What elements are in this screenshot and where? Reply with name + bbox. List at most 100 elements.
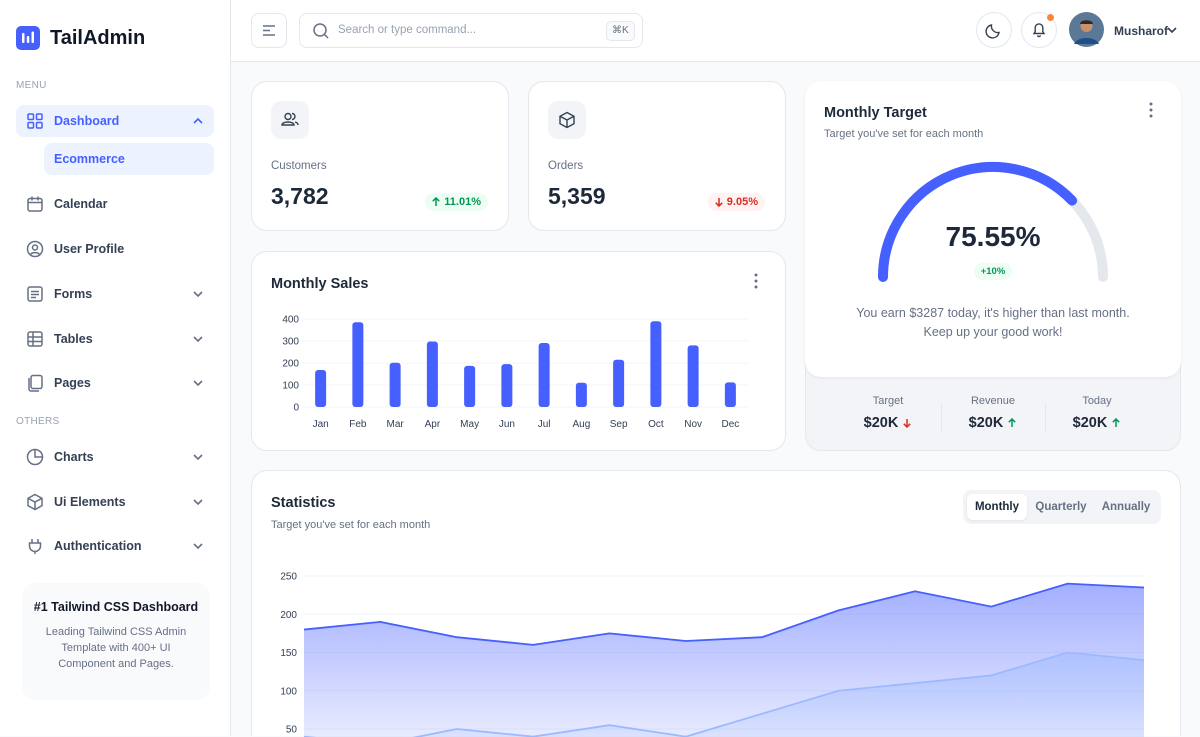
- bar: [315, 370, 326, 407]
- x-tick-label: Sep: [610, 419, 628, 430]
- target-message: Keep up your good work!: [805, 325, 1181, 339]
- statistics-card: Statistics Target you've set for each mo…: [251, 470, 1181, 736]
- y-tick-label: 300: [282, 337, 299, 348]
- brand-name: TailAdmin: [50, 27, 145, 50]
- nav-label: Dashboard: [54, 114, 119, 128]
- nav-item[interactable]: Dashboard: [16, 105, 214, 137]
- search-placeholder: Search or type command...: [338, 24, 476, 36]
- promo-box: #1 Tailwind CSS Dashboard Leading Tailwi…: [22, 583, 210, 700]
- metric-value: 5,359: [548, 183, 606, 210]
- x-tick-label: Apr: [425, 419, 441, 430]
- nav-label: User Profile: [54, 242, 124, 256]
- stat-trend-arrow: [1111, 418, 1121, 428]
- nav-label: Authentication: [54, 539, 142, 553]
- x-tick-label: Oct: [648, 419, 664, 430]
- search-box[interactable]: Search or type command... ⌘K: [299, 13, 643, 48]
- theme-toggle[interactable]: [976, 12, 1012, 48]
- bar: [688, 345, 699, 407]
- metric-change: 11.01%: [425, 193, 488, 211]
- bar: [576, 383, 587, 407]
- menu-button[interactable]: [251, 13, 287, 48]
- nav-label: Forms: [54, 287, 92, 301]
- nav-item[interactable]: Charts: [16, 441, 214, 473]
- y-tick-label: 400: [282, 315, 299, 326]
- subnav-item[interactable]: Ecommerce: [44, 143, 214, 175]
- stat-trend-arrow: [1007, 418, 1017, 428]
- stat-trend-arrow: [902, 418, 912, 428]
- divider: [1045, 404, 1046, 432]
- x-tick-label: May: [460, 419, 479, 430]
- nav-label: Ecommerce: [54, 152, 125, 166]
- x-tick-label: Aug: [572, 419, 590, 430]
- bar: [464, 366, 475, 407]
- metric-icon: [548, 101, 586, 139]
- section-label: OTHERS: [16, 416, 59, 427]
- metric-label: Customers: [271, 160, 327, 172]
- nav-label: Ui Elements: [54, 495, 126, 509]
- section-label: MENU: [16, 80, 47, 91]
- target-panel: Monthly Target Target you've set for eac…: [805, 81, 1181, 377]
- stat-value: $20K: [864, 415, 899, 431]
- nav-item[interactable]: Forms: [16, 278, 214, 310]
- nav-item[interactable]: Calendar: [16, 188, 214, 220]
- sidebar: TailAdmin MENU Dashboard Ecommerce Calen…: [0, 0, 231, 736]
- y-tick-label: 250: [280, 572, 297, 583]
- metric-change-text: 11.01%: [444, 196, 481, 208]
- x-tick-label: Feb: [349, 419, 367, 430]
- nav-label: Calendar: [54, 197, 108, 211]
- stat-value-row: $20K: [838, 415, 938, 431]
- x-tick-label: Jul: [538, 419, 551, 430]
- stat-value: $20K: [1073, 415, 1108, 431]
- metric-label: Orders: [548, 160, 583, 172]
- bar: [501, 364, 512, 407]
- arrow-path: [904, 419, 910, 427]
- metric-value: 3,782: [271, 183, 329, 210]
- y-tick-label: 200: [280, 610, 297, 621]
- bar: [539, 343, 550, 407]
- notification-button[interactable]: [1021, 12, 1057, 48]
- nav-item[interactable]: Ui Elements: [16, 486, 214, 518]
- metric-card: Orders 5,359 9.05%: [528, 81, 786, 231]
- x-tick-label: Nov: [684, 419, 702, 430]
- metric-icon: [271, 101, 309, 139]
- bar: [613, 360, 624, 407]
- avatar[interactable]: [1069, 12, 1104, 47]
- user-name[interactable]: Musharof: [1114, 24, 1168, 38]
- gauge-value: 75.55%: [946, 221, 1041, 252]
- nav-item[interactable]: User Profile: [16, 233, 214, 265]
- y-tick-label: 150: [280, 648, 297, 659]
- bar: [390, 363, 401, 407]
- notification-dot: [1047, 14, 1054, 21]
- brand-logo: [16, 26, 40, 50]
- user-menu-chevron[interactable]: [1166, 24, 1178, 36]
- y-tick-label: 100: [282, 381, 299, 392]
- gauge-badge-row: +10%: [805, 261, 1181, 280]
- target-card: Monthly Target Target you've set for eac…: [805, 81, 1181, 451]
- metric-change: 9.05%: [708, 193, 765, 211]
- arrow-path: [1009, 419, 1015, 427]
- stat-value-row: $20K: [943, 415, 1043, 431]
- stat-label: Today: [1047, 395, 1147, 407]
- bar: [650, 321, 661, 407]
- stat-value-row: $20K: [1047, 415, 1147, 431]
- promo-title: #1 Tailwind CSS Dashboard: [22, 600, 210, 614]
- stat-value: $20K: [969, 415, 1004, 431]
- x-tick-label: Jun: [499, 419, 515, 430]
- bar: [427, 341, 438, 407]
- shortcut-badge: ⌘K: [606, 21, 635, 41]
- stat-label: Target: [838, 395, 938, 407]
- y-tick-label: 100: [280, 686, 297, 697]
- nav-item[interactable]: Authentication: [16, 530, 214, 562]
- x-tick-label: Dec: [721, 419, 739, 430]
- divider: [941, 404, 942, 432]
- arrow-path: [1113, 419, 1119, 427]
- x-tick-label: Jan: [313, 419, 329, 430]
- header: Search or type command... ⌘K Musharof: [231, 0, 1200, 62]
- bar: [725, 382, 736, 407]
- nav-item[interactable]: Tables: [16, 323, 214, 355]
- target-message: You earn $3287 today, it's higher than l…: [805, 306, 1181, 320]
- nav-item[interactable]: Pages: [16, 367, 214, 399]
